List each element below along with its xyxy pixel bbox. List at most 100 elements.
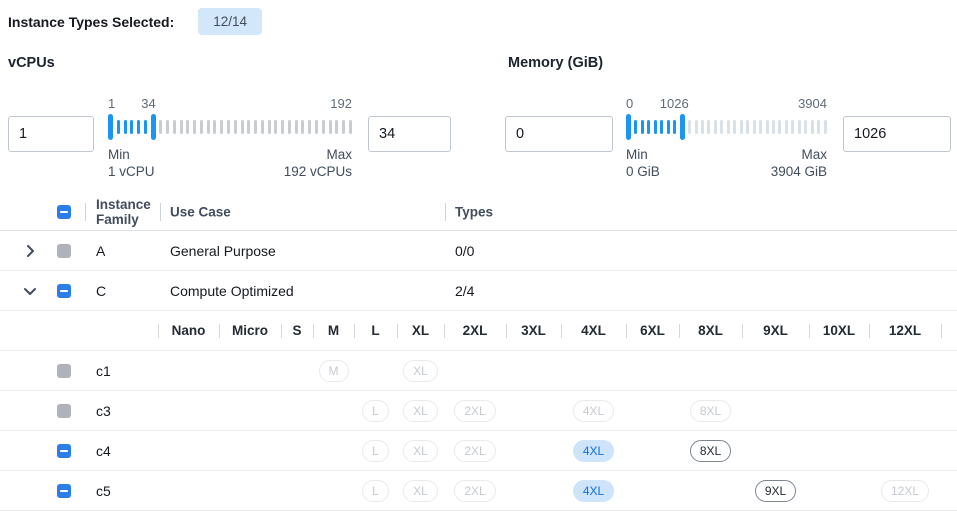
max-value: 192 vCPUs	[283, 164, 352, 179]
instance-row-c3: c3 L XL 2XL 4XL 8XL	[0, 391, 957, 431]
size-chip: 12XL	[880, 479, 930, 502]
slider-tick	[116, 120, 120, 134]
row-checkbox[interactable]	[57, 483, 71, 498]
slider-tick	[166, 120, 170, 134]
size-chip: M	[318, 359, 349, 382]
column-header-types: Types	[455, 204, 494, 219]
slider-tick	[700, 120, 704, 134]
slider-tick	[227, 120, 231, 134]
size-column-header: Micro	[219, 311, 281, 350]
vcpus-minmax: Min 1 vCPU Max 192 vCPUs	[108, 146, 352, 180]
size-chip: L	[362, 479, 389, 502]
slider-tick	[186, 120, 190, 134]
slider-tick	[130, 120, 134, 134]
size-header-row: Nano Micro S M L XL 2XL 3XL 4XL 6XL 8XL 9XL 10XL 12XL	[0, 311, 957, 351]
use-case-cell: General Purpose	[170, 242, 276, 259]
slider-tick	[137, 120, 141, 134]
size-chip[interactable]: 4XL	[572, 479, 615, 502]
scale-min-label: 0	[626, 96, 634, 111]
min-title: Min	[108, 147, 130, 162]
memory-slider[interactable]: 0 1026 3904 Min 0 GiB Max 3904 GiB	[626, 95, 827, 180]
max-value: 3904 GiB	[770, 164, 827, 179]
collapse-chevron-icon[interactable]	[22, 283, 38, 299]
size-column-header: 4XL	[561, 311, 626, 350]
family-cell: A	[96, 242, 106, 259]
instance-name-cell: c1	[96, 362, 111, 379]
slider-tick	[274, 120, 278, 134]
slider-tick	[328, 120, 332, 134]
row-checkbox[interactable]	[57, 443, 71, 458]
slider-tick	[143, 120, 147, 134]
slider-tick	[199, 120, 203, 134]
slider-tick	[778, 120, 782, 134]
slider-tick	[666, 120, 670, 134]
slider-handle-min[interactable]	[108, 114, 113, 140]
header-divider	[85, 202, 86, 221]
size-column-header: 6XL	[626, 311, 679, 350]
slider-tick	[673, 120, 677, 134]
slider-tick	[294, 120, 298, 134]
size-chip-cell: XL	[397, 479, 444, 502]
instance-name-cell: c5	[96, 482, 111, 499]
size-chip-cell: 2XL	[444, 399, 506, 422]
slider-tick	[301, 120, 305, 134]
memory-slider-track[interactable]	[626, 114, 827, 140]
slider-handle-max[interactable]	[679, 114, 685, 140]
slider-tick	[287, 120, 291, 134]
slider-tick	[240, 120, 244, 134]
slider-handle-max[interactable]	[150, 114, 156, 140]
vcpu-max-input[interactable]	[368, 116, 451, 152]
row-checkbox[interactable]	[57, 283, 71, 298]
vcpus-slider[interactable]: 1 34 192 Min 1 vCPU Max 192 vCPUs	[108, 95, 352, 180]
size-chip[interactable]: 4XL	[572, 439, 615, 462]
slider-tick	[213, 120, 217, 134]
slider-tick	[823, 120, 827, 134]
size-chip: 4XL	[572, 399, 615, 422]
select-all-checkbox[interactable]	[57, 204, 71, 219]
size-chip-cell: 8XL	[679, 399, 742, 422]
memory-min-input[interactable]	[505, 116, 613, 152]
size-chips-grid: M XL	[158, 351, 957, 390]
size-chips-grid: L XL 2XL 4XL 8XL	[158, 391, 957, 430]
slider-tick	[342, 120, 346, 134]
size-chip-cell: 8XL	[679, 439, 742, 462]
vcpu-min-input[interactable]	[8, 116, 94, 152]
slider-tick	[771, 120, 775, 134]
slider-tick	[759, 120, 763, 134]
size-column-header: 3XL	[506, 311, 561, 350]
column-header-instance-family: Instance Family	[96, 196, 151, 227]
slider-tick	[810, 120, 814, 134]
slider-tick	[660, 120, 664, 134]
expand-chevron-icon[interactable]	[22, 243, 38, 259]
instance-name-cell: c3	[96, 402, 111, 419]
max-title: Max	[326, 147, 352, 162]
size-chip[interactable]: 9XL	[754, 479, 797, 502]
size-chip[interactable]: 8XL	[689, 439, 732, 462]
scale-current-label: 1026	[659, 96, 689, 111]
slider-tick	[220, 120, 224, 134]
slider-handle-min[interactable]	[626, 114, 631, 140]
size-column-header: Nano	[158, 311, 219, 350]
size-column-header: XL	[397, 311, 444, 350]
instance-family-table: Instance Family Use Case Types A General…	[0, 193, 957, 511]
instance-row-c5: c5 L XL 2XL 4XL 9XL 12XL	[0, 471, 957, 511]
slider-tick	[713, 120, 717, 134]
size-column-header: 8XL	[679, 311, 742, 350]
size-chip-cell: L	[354, 439, 397, 462]
slider-tick	[694, 120, 698, 134]
size-chip-cell: L	[354, 399, 397, 422]
size-chips-grid: L XL 2XL 4XL 9XL 12XL	[158, 471, 957, 510]
row-checkbox	[57, 363, 71, 378]
header-divider	[445, 202, 446, 221]
slider-tick	[784, 120, 788, 134]
memory-max-input[interactable]	[843, 116, 951, 152]
size-chip-cell: 2XL	[444, 439, 506, 462]
instance-row-c1: c1 M XL	[0, 351, 957, 391]
slider-tick	[634, 120, 638, 134]
min-value: 0 GiB	[626, 164, 660, 179]
slider-tick	[260, 120, 264, 134]
vcpus-slider-track[interactable]	[108, 114, 352, 140]
slider-tick	[159, 120, 163, 134]
column-header-use-case: Use Case	[170, 204, 231, 219]
min-value: 1 vCPU	[108, 164, 155, 179]
